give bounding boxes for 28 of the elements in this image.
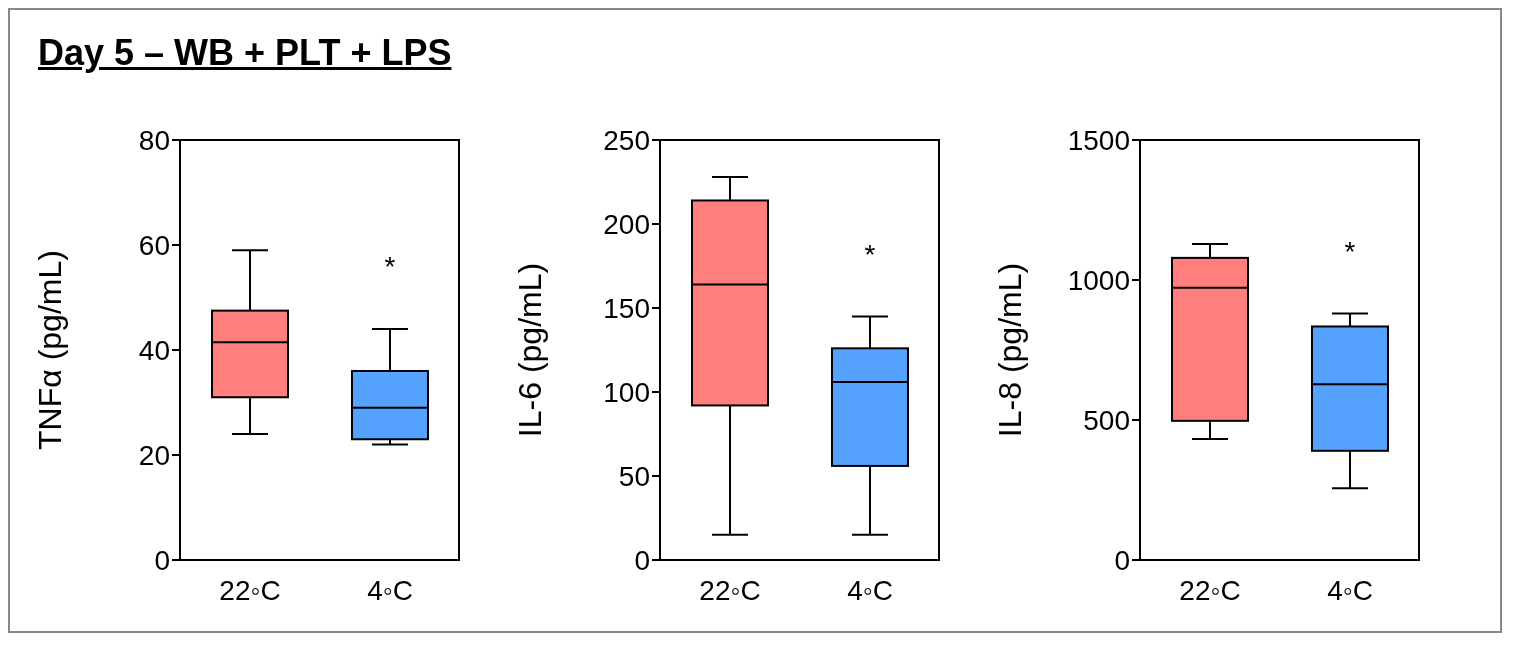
y-tick-label: 50 (618, 460, 650, 492)
chart-title: Day 5 – WB + PLT + LPS (38, 32, 452, 74)
x-tick-label: 22◦C (219, 574, 281, 606)
x-tick-label: 4◦C (1327, 574, 1373, 606)
x-tick-label: 22◦C (699, 574, 761, 606)
y-tick-label: 80 (138, 124, 170, 156)
y-tick-label: 0 (634, 544, 650, 576)
y-tick-label: 150 (603, 292, 650, 324)
annotation: * (1344, 235, 1356, 267)
y-tick-label: 20 (138, 439, 170, 471)
y-tick-label: 500 (1083, 404, 1130, 436)
y-tick-label: 1500 (1067, 124, 1130, 156)
y-tick-label: 60 (138, 229, 170, 261)
y-axis-title: TNFα (pg/mL) (32, 250, 69, 450)
y-tick-label: 40 (138, 334, 170, 366)
annotation: * (864, 238, 876, 270)
annotation: * (384, 251, 396, 283)
y-tick-label: 1000 (1067, 264, 1130, 296)
x-tick-label: 4◦C (847, 574, 893, 606)
y-axis-title: IL-8 (pg/mL) (992, 262, 1029, 438)
y-tick-label: 100 (603, 376, 650, 408)
y-tick-label: 0 (154, 544, 170, 576)
x-tick-label: 22◦C (1179, 574, 1241, 606)
y-axis-title: IL-6 (pg/mL) (512, 262, 549, 438)
x-tick-label: 4◦C (367, 574, 413, 606)
y-tick-label: 200 (603, 208, 650, 240)
y-tick-label: 0 (1114, 544, 1130, 576)
y-tick-label: 250 (603, 124, 650, 156)
